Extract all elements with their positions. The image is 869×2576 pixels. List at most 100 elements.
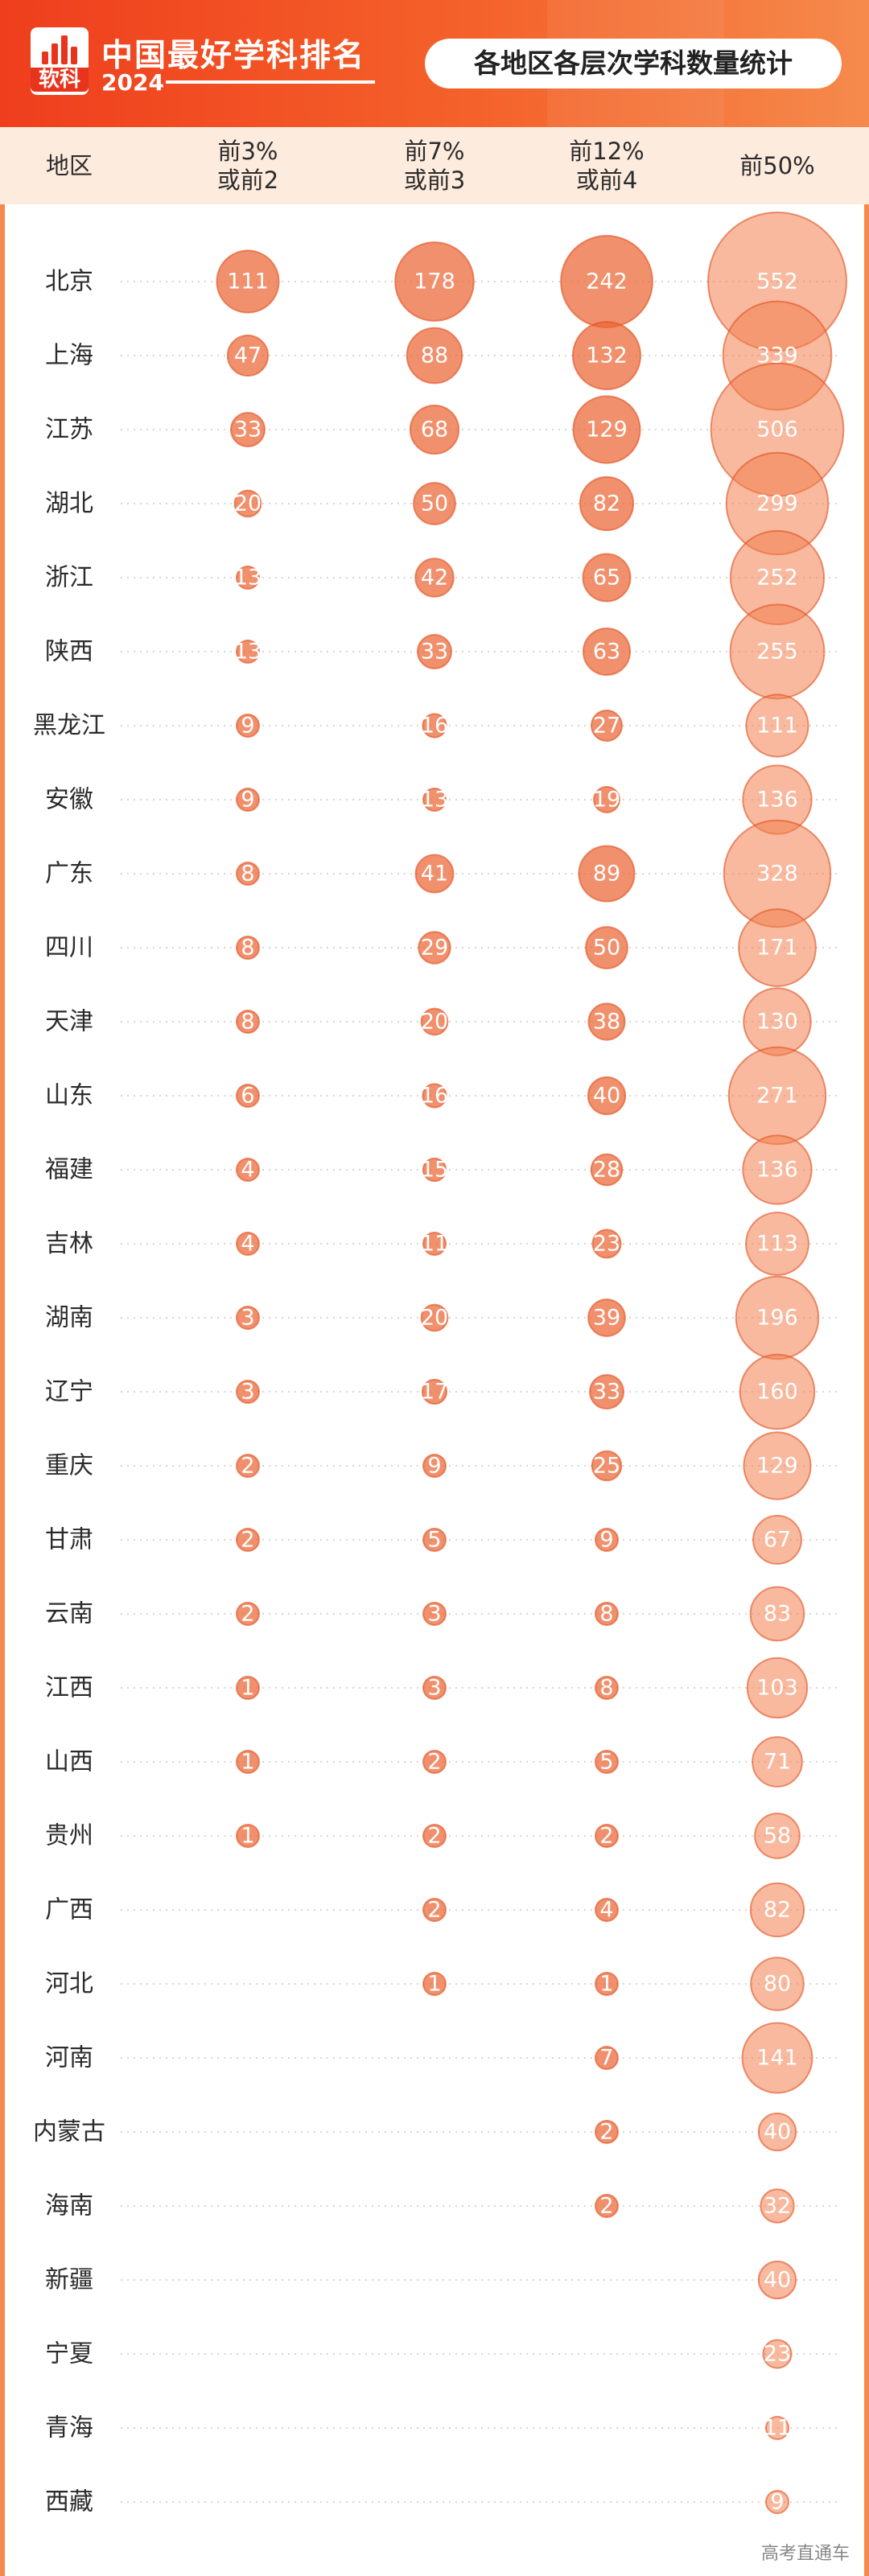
- bubble-top12: [587, 1002, 626, 1041]
- region-label: 黑龙江: [33, 712, 105, 740]
- bubble-value-label: 506: [756, 418, 798, 442]
- bubble-value-label: 2: [599, 2194, 613, 2219]
- column-header-line: 或前2: [216, 167, 279, 194]
- bubble-value-label: 3: [241, 1380, 254, 1405]
- bubble-top7: [422, 788, 447, 812]
- region-label: 山西: [45, 1748, 93, 1776]
- column-header-line: 前12%: [569, 138, 645, 165]
- bubble-value-label: 2: [599, 1824, 613, 1849]
- bubble-value-label: 339: [756, 344, 798, 368]
- region-label: 西藏: [45, 2488, 93, 2516]
- bubble-value-label: 19: [593, 788, 620, 813]
- bubble-top7: [418, 931, 451, 965]
- bubble-top7: [421, 1378, 448, 1405]
- bubble-top3: [236, 714, 260, 738]
- bubble-value-label: 103: [756, 1676, 798, 1701]
- region-label: 上海: [45, 342, 93, 370]
- region-label: 吉林: [45, 1230, 93, 1258]
- bubble-value-label: 9: [241, 788, 254, 813]
- bubble-top12: [595, 1602, 619, 1626]
- bubble-value-label: 25: [593, 1454, 620, 1479]
- region-label: 广西: [45, 1896, 93, 1924]
- bubble-top50: [765, 2490, 789, 2514]
- bubble-top7: [422, 1898, 447, 1922]
- bubble-value-label: 11: [764, 2416, 791, 2441]
- bubble-value-label: 20: [421, 1306, 448, 1331]
- bubble-value-label: 5: [427, 1528, 441, 1553]
- brand-title: 中国最好学科排名: [101, 38, 366, 74]
- bubble-top12: [595, 2120, 619, 2144]
- bubble-value-label: 11: [421, 1232, 448, 1257]
- bubble-top3: [236, 1676, 260, 1700]
- bubble-top50: [752, 1736, 803, 1788]
- bubble-top7: [409, 404, 460, 455]
- bubble-value-label: 2: [241, 1528, 254, 1553]
- bubble-value-label: 20: [421, 1010, 448, 1035]
- bubble-top3: [229, 411, 266, 448]
- bubble-value-label: 3: [241, 1306, 254, 1331]
- region-label: 江苏: [45, 416, 93, 444]
- bubble-value-label: 129: [756, 1454, 798, 1479]
- ruanke-logo: 软科: [31, 27, 89, 95]
- bubble-top7: [406, 327, 463, 385]
- bubble-top3: [233, 489, 262, 518]
- bubble-value-label: 1: [241, 1676, 254, 1701]
- bubble-top3: [236, 640, 260, 664]
- bubble-top12: [595, 1676, 619, 1700]
- bubble-top3: [236, 1824, 260, 1848]
- bubbles: [216, 212, 847, 2514]
- bubble-value-label: 16: [421, 714, 448, 739]
- bubble-top7: [422, 1232, 447, 1256]
- region-label: 北京: [45, 268, 93, 296]
- bubble-top3: [236, 1602, 260, 1626]
- bubble-top7: [394, 241, 475, 322]
- bubble-value-label: 141: [756, 2046, 798, 2071]
- region-label: 浙江: [45, 564, 93, 592]
- bubble-value-label: 16: [421, 1084, 448, 1109]
- bubble-top12: [587, 1298, 626, 1337]
- bubble-value-label: 23: [764, 2342, 791, 2367]
- bubble-top3: [236, 1454, 260, 1478]
- bubble-top7: [422, 1824, 447, 1848]
- bubble-top12: [595, 1824, 619, 1848]
- bubble-top12: [582, 553, 632, 603]
- bubble-value-label: 160: [756, 1380, 798, 1405]
- bubble-value-label: 8: [241, 1010, 254, 1035]
- bubble-top3: [236, 936, 260, 960]
- bubble-value-label: 88: [421, 344, 448, 368]
- bubble-top3: [236, 1528, 260, 1552]
- column-header-top7: 前7% 或前3: [354, 127, 515, 204]
- bubble-value-label: 132: [586, 344, 628, 368]
- bubble-top50: [757, 2260, 797, 2300]
- column-header-line: 前50%: [739, 152, 815, 179]
- bubble-top50: [765, 2416, 789, 2440]
- bubble-value-label: 41: [421, 862, 448, 887]
- bubble-top3: [236, 1158, 260, 1182]
- bubble-value-label: 27: [593, 714, 620, 739]
- bubble-value-label: 111: [227, 270, 269, 294]
- row-lines: [121, 281, 837, 2503]
- bubble-value-label: 4: [241, 1158, 254, 1183]
- header-banner: 软科 中国最好学科排名 2024 各地区各层次学科数量统计: [0, 0, 869, 127]
- bubble-top3: [236, 1380, 260, 1404]
- bubble-top7: [422, 1972, 447, 1996]
- frame-right: [864, 204, 869, 2576]
- bubble-value-label: 65: [593, 566, 620, 591]
- bubble-value-label: 136: [756, 1158, 798, 1183]
- column-header-line: 前7%: [404, 138, 465, 165]
- bubble-value-label: 13: [234, 566, 262, 591]
- bubble-top50: [743, 1431, 812, 1500]
- bubble-value-label: 89: [593, 862, 620, 887]
- bubble-top7: [422, 1528, 447, 1552]
- bubble-value-label: 67: [764, 1528, 791, 1553]
- bubble-top12: [593, 786, 620, 813]
- bubble-value-label: 47: [234, 344, 262, 368]
- logo-bars-icon: [42, 35, 77, 64]
- bubble-value-label: 252: [756, 566, 798, 591]
- bubble-top3: [226, 334, 270, 377]
- chart-title: 各地区各层次学科数量统计: [425, 39, 842, 88]
- bubble-top50: [745, 693, 809, 758]
- bubble-top50: [749, 1882, 805, 1938]
- bubble-top50: [738, 908, 817, 987]
- bubble-value-label: 33: [234, 418, 262, 442]
